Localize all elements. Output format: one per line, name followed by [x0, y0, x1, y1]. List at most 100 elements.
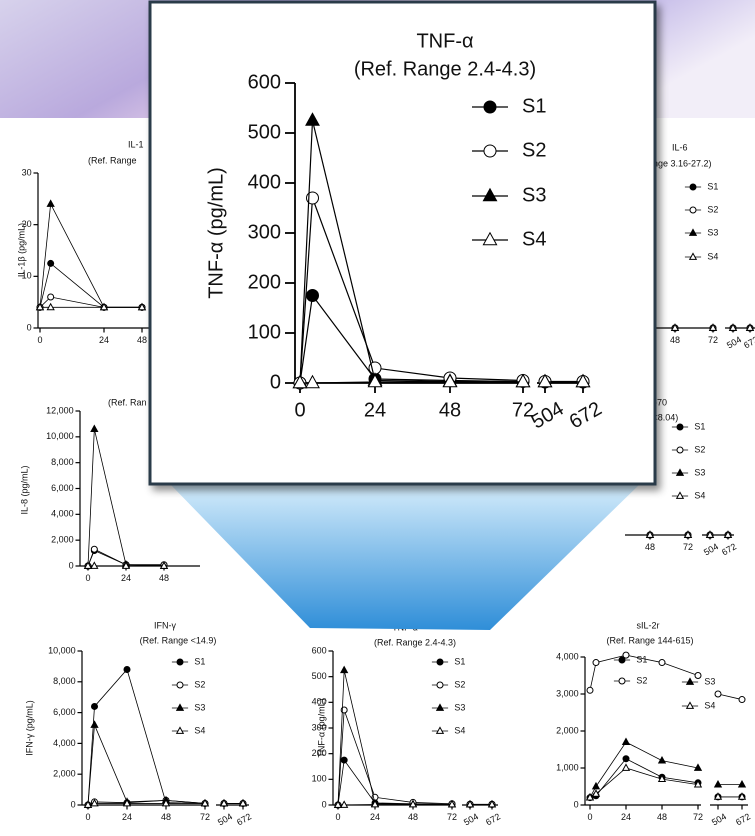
chart-title: TNF-α [416, 30, 473, 52]
marker [370, 799, 380, 808]
y-axis-label: TNF-α (pg/mL) [316, 698, 326, 757]
legend-label: S2 [707, 204, 718, 214]
chart-title: p70 [652, 397, 667, 407]
marker [47, 293, 55, 301]
marker [90, 720, 99, 728]
x-tick-label: 48 [161, 812, 171, 822]
legend-marker [435, 703, 445, 711]
marker [137, 302, 147, 311]
chart-title: IL-1 [128, 139, 144, 149]
y-tick-label: 10,000 [48, 645, 76, 655]
x-tick-label: 72 [512, 399, 534, 421]
marker [99, 302, 109, 311]
marker [465, 799, 475, 808]
zoom-funnel [170, 484, 640, 630]
y-tick-label: 12,000 [46, 405, 74, 415]
marker [200, 798, 210, 807]
legend-marker [483, 100, 497, 114]
legend-label: S1 [454, 656, 465, 666]
marker [340, 756, 348, 764]
marker [683, 530, 693, 538]
legend-label: S2 [454, 679, 465, 689]
marker [333, 800, 343, 808]
marker [591, 789, 601, 797]
marker [586, 686, 594, 694]
legend-marker [175, 703, 185, 711]
legend-label: S4 [694, 490, 705, 500]
legend-label: S4 [704, 700, 715, 710]
marker [159, 561, 169, 569]
y-tick-label: 6,000 [51, 483, 74, 493]
marker [622, 755, 630, 763]
y-tick-label: 4,000 [51, 509, 74, 519]
chart-subtitle: (Ref. Range 2.4-4.3) [374, 637, 456, 647]
marker [122, 798, 132, 807]
legend-marker [176, 681, 184, 689]
series-line [717, 693, 743, 700]
legend-marker [175, 726, 185, 734]
legend-label: S1 [194, 656, 205, 666]
legend-marker [689, 206, 697, 214]
y-tick-label: 200 [248, 271, 281, 293]
x-tick-label: 0 [294, 399, 305, 421]
y-tick-label: 2,000 [51, 535, 74, 545]
y-tick-label: 400 [248, 171, 281, 193]
legend-marker [675, 491, 685, 499]
marker [47, 259, 55, 267]
marker [592, 659, 600, 667]
chart-title: IL-6 [672, 142, 688, 152]
marker [487, 799, 497, 808]
marker [591, 781, 601, 790]
marker [713, 792, 723, 800]
marker [515, 373, 531, 388]
legend-label: S3 [704, 676, 715, 686]
chart-title: IFN-γ [154, 620, 176, 630]
y-tick-label: 8,000 [51, 457, 74, 467]
y-tick-label: 0 [270, 371, 281, 393]
x-tick-label: 0 [85, 812, 90, 822]
legend-marker [436, 658, 444, 666]
y-tick-label: 400 [312, 697, 327, 707]
marker [121, 561, 131, 569]
zoom-box [148, 0, 657, 486]
marker [745, 323, 755, 331]
marker [219, 798, 229, 807]
chart-subtitle: (Ref. Ran [108, 397, 147, 407]
marker [657, 774, 667, 782]
y-axis-label: TNF-α (pg/mL) [205, 167, 227, 299]
y-tick-label: 10 [22, 271, 32, 281]
marker [585, 792, 595, 801]
legend-marker [618, 656, 626, 664]
marker [90, 424, 99, 432]
marker [713, 780, 723, 788]
legend-label: S3 [194, 702, 205, 712]
y-axis-label: IL-8 (pg/mL) [19, 465, 29, 514]
x-tick-label: 0 [587, 812, 592, 822]
marker [35, 302, 45, 311]
marker [738, 696, 746, 704]
y-tick-label: 2,000 [53, 769, 76, 779]
y-tick-label: 300 [248, 221, 281, 243]
legend-label: S3 [694, 467, 705, 477]
x-tick-label: 0 [335, 812, 340, 822]
chart-subtitle: (Ref. Range 144-615) [606, 635, 693, 645]
marker [708, 323, 718, 331]
marker [408, 799, 418, 808]
x-tick-label: 48 [645, 542, 655, 552]
legend-marker [689, 183, 697, 191]
legend-label: S4 [194, 725, 205, 735]
y-tick-label: 0 [69, 560, 74, 570]
chart-subtitle: ge <8.04) [640, 412, 678, 422]
legend-label: S2 [694, 444, 705, 454]
y-tick-label: 0 [574, 799, 579, 809]
x-tick-label: 0 [37, 335, 42, 345]
x-tick-label: 0 [85, 573, 90, 583]
x-tick-label: 72 [708, 335, 718, 345]
marker [621, 763, 631, 771]
legend-label: S3 [707, 227, 718, 237]
legend-label: S2 [522, 139, 546, 161]
marker [46, 302, 55, 311]
